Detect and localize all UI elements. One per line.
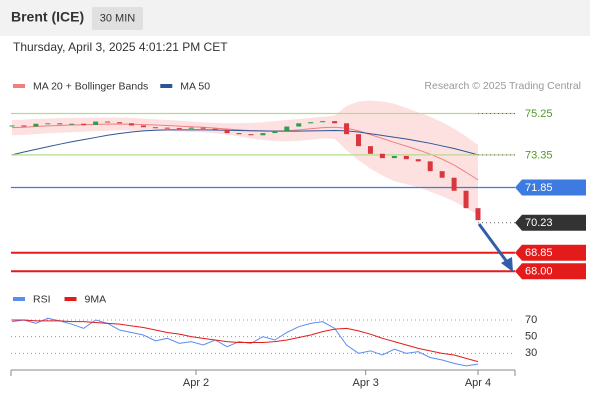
ma-line	[11, 129, 479, 156]
candle	[236, 133, 242, 135]
candle	[272, 130, 278, 134]
forecast-arrow-head	[501, 257, 513, 272]
candle	[379, 153, 385, 159]
candle	[152, 127, 158, 129]
level-label: 68.00	[525, 266, 553, 278]
legend-swatch	[160, 84, 173, 88]
candle	[475, 208, 481, 221]
x-tick-label: Apr 3	[353, 377, 379, 389]
legend-swatch	[13, 84, 25, 88]
rsi-line	[12, 319, 479, 363]
candle	[332, 121, 338, 124]
x-tick-label: Apr 2	[183, 377, 209, 389]
level-label: 70.23	[525, 217, 553, 229]
level-label: 68.85	[525, 247, 553, 259]
legend-swatch	[64, 297, 77, 301]
candle	[69, 123, 75, 125]
header-bg	[0, 0, 590, 36]
candle	[451, 177, 457, 191]
forecast-arrow	[477, 223, 509, 263]
timeframe[interactable]: 30 MIN	[100, 12, 136, 24]
rsi-tick-label: 70	[525, 314, 537, 326]
legend-label: 9MA	[85, 293, 107, 305]
level-label: 75.25	[525, 108, 553, 120]
candle	[320, 121, 326, 123]
candle	[33, 123, 39, 127]
candle	[45, 123, 51, 125]
legend-swatch	[13, 297, 25, 301]
legend-label: MA 50	[180, 80, 210, 92]
candle	[164, 127, 170, 129]
candle	[200, 127, 206, 129]
legend-label: MA 20 + Bollinger Bands	[33, 80, 148, 92]
bollinger-band	[12, 100, 478, 215]
candle	[140, 125, 146, 128]
candle	[81, 123, 87, 126]
candle	[308, 122, 314, 124]
candle	[439, 171, 445, 178]
level-label: 71.85	[525, 182, 553, 194]
candle	[403, 155, 409, 160]
candle	[356, 134, 362, 147]
legend-label: RSI	[33, 293, 51, 305]
rsi-tick-label: 50	[525, 331, 537, 343]
level-tag	[515, 244, 586, 261]
candle	[176, 128, 182, 130]
candle	[391, 155, 397, 159]
candle	[224, 129, 230, 134]
candle	[188, 127, 194, 129]
candle	[128, 123, 134, 126]
level-label: 73.35	[525, 149, 553, 161]
candle	[212, 128, 218, 130]
candle	[105, 121, 111, 123]
candle	[57, 123, 63, 125]
candle	[248, 134, 254, 136]
level-tag	[515, 214, 586, 231]
level-tag	[515, 263, 586, 280]
candle	[296, 123, 302, 127]
candle	[9, 125, 15, 127]
candle	[260, 133, 266, 136]
rsi-tick-label: 30	[525, 347, 537, 359]
instrument-title: Brent (ICE)	[11, 9, 84, 25]
subtitle: Thursday, April 3, 2025 4:01:21 PM CET	[13, 40, 228, 54]
credit: Research © 2025 Trading Central	[424, 80, 581, 92]
candle	[93, 121, 99, 126]
candle	[117, 122, 123, 124]
timeframe-badge[interactable]	[92, 7, 143, 30]
candle	[284, 126, 290, 131]
x-tick-label: Apr 4	[465, 377, 491, 389]
candle	[344, 123, 350, 135]
candle	[21, 125, 27, 127]
candle	[463, 190, 469, 209]
level-tag	[515, 179, 586, 196]
candle	[427, 161, 433, 172]
candle	[367, 146, 373, 154]
candle	[415, 159, 421, 162]
